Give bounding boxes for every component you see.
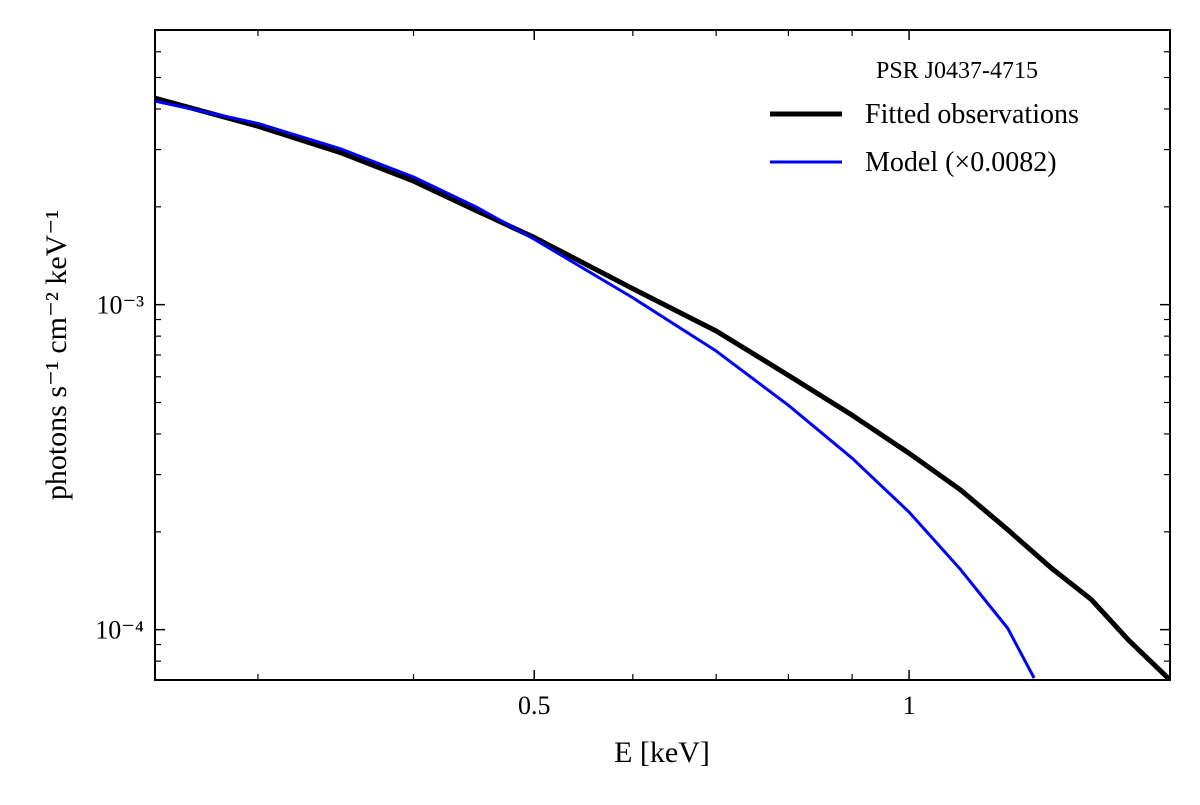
x-tick-label: 1 — [903, 691, 916, 720]
y-tick-label: 10⁻⁴ — [95, 616, 144, 645]
plot-area — [155, 95, 1170, 680]
legend-label: Model (×0.0082) — [865, 147, 1057, 178]
y-axis-label: photons s⁻¹ cm⁻² keV⁻¹ — [40, 210, 73, 500]
legend-label: Fitted observations — [865, 99, 1079, 130]
x-axis-label: E [keV] — [614, 736, 710, 769]
series-line — [155, 95, 1170, 680]
x-tick-label: 0.5 — [518, 691, 551, 720]
legend-title: PSR J0437-4715 — [876, 58, 1038, 84]
y-tick-label: 10⁻³ — [96, 291, 144, 320]
series-line — [155, 99, 1036, 679]
